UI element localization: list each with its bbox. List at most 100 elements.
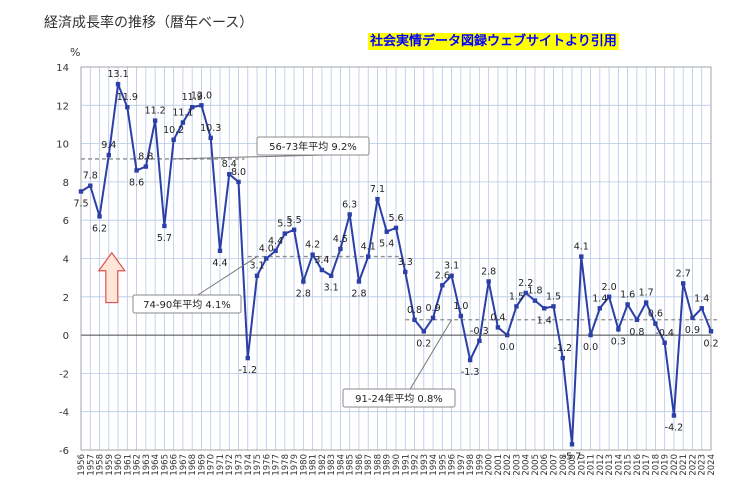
- data-label: 0.2: [703, 338, 718, 349]
- data-point: [504, 332, 510, 338]
- data-label: 0.9: [426, 303, 441, 314]
- data-label: 1.5: [546, 291, 561, 302]
- x-tick-label: 1980: [299, 454, 309, 476]
- x-tick-label: 2014: [614, 454, 624, 476]
- data-point: [458, 313, 464, 319]
- data-label: 2.7: [676, 268, 691, 279]
- data-label: 5.3: [277, 219, 292, 230]
- data-label: 0.4: [490, 312, 505, 323]
- data-label: 4.1: [574, 242, 589, 253]
- data-label: 11.9: [182, 92, 203, 103]
- x-tick-label: 2010: [577, 454, 587, 476]
- x-tick-label: 2000: [485, 454, 495, 476]
- data-point: [236, 179, 241, 185]
- data-label: 5.4: [379, 239, 394, 250]
- x-tick-label: 1968: [188, 454, 198, 476]
- data-label: 0.9: [685, 325, 700, 336]
- data-point: [625, 302, 630, 307]
- data-point: [430, 315, 436, 321]
- average-callout-box: [256, 136, 370, 156]
- x-tick-label: 2007: [550, 454, 560, 476]
- y-tick-label: 2: [63, 293, 69, 304]
- data-label: 3.4: [314, 255, 329, 266]
- average-callout-box: [132, 294, 242, 314]
- y-axis-unit: %: [70, 46, 81, 59]
- data-label: 8.4: [222, 159, 237, 170]
- data-point: [171, 137, 176, 142]
- x-tick-label: 1985: [346, 454, 356, 476]
- data-label: 4.5: [333, 234, 348, 245]
- x-tick-label: 1976: [262, 454, 272, 476]
- x-tick-label: 2023: [698, 454, 708, 476]
- x-tick-label: 1972: [225, 454, 235, 476]
- x-tick-label: 2003: [512, 454, 522, 476]
- callout-pointer: [409, 319, 453, 390]
- y-tick-label: 8: [63, 178, 69, 189]
- data-point: [227, 172, 232, 177]
- data-point: [653, 321, 658, 326]
- x-tick-label: 2004: [522, 454, 532, 476]
- data-point: [301, 279, 306, 284]
- data-label: 4.4: [212, 258, 227, 269]
- x-tick-label: 1963: [142, 454, 152, 476]
- data-point: [199, 103, 204, 108]
- data-label: 1.8: [527, 286, 542, 297]
- data-label: 2.0: [602, 282, 617, 293]
- data-label: -0.3: [470, 326, 489, 337]
- data-label: 11.1: [172, 108, 193, 119]
- data-point: [254, 273, 260, 278]
- x-tick-label: 1961: [123, 454, 133, 476]
- data-label: 0.8: [629, 327, 644, 338]
- data-label: 5.7: [157, 233, 172, 244]
- data-label: 13.1: [107, 69, 128, 80]
- data-point: [643, 300, 649, 305]
- data-point: [143, 164, 149, 169]
- x-tick-label: 1984: [336, 454, 346, 476]
- data-label: 4.2: [305, 240, 320, 251]
- data-point: [551, 304, 556, 309]
- data-point: [347, 212, 352, 217]
- data-label: -1.3: [461, 367, 480, 378]
- data-point: [162, 223, 167, 229]
- data-label: 3.3: [398, 257, 413, 268]
- data-label: 5.5: [287, 215, 302, 226]
- data-label: 1.6: [620, 289, 635, 300]
- data-label: 3.1: [444, 261, 459, 272]
- data-point: [310, 252, 315, 257]
- data-label: 1.5: [509, 291, 524, 302]
- data-point: [588, 332, 593, 338]
- x-tick-label: 1988: [373, 454, 383, 476]
- y-tick-label: 0: [63, 331, 69, 342]
- data-label: -1.2: [553, 343, 572, 354]
- y-tick-label: 14: [56, 63, 69, 74]
- x-tick-label: 1991: [401, 454, 411, 476]
- data-point: [579, 254, 584, 259]
- data-point: [78, 189, 84, 194]
- data-point: [134, 168, 139, 173]
- data-label: 2.2: [518, 278, 533, 289]
- x-tick-label: 1986: [355, 454, 365, 476]
- data-point: [245, 355, 250, 361]
- x-tick-label: 2022: [688, 454, 698, 476]
- x-tick-label: 1997: [457, 454, 467, 476]
- x-tick-label: 1998: [466, 454, 476, 476]
- data-point: [384, 229, 389, 234]
- data-label: -0.4: [655, 328, 674, 339]
- data-label: 2.8: [481, 266, 496, 277]
- x-tick-label: 1960: [114, 454, 124, 476]
- data-label: 5.6: [388, 213, 403, 224]
- data-point: [495, 325, 501, 330]
- x-tick-label: 1982: [318, 454, 328, 476]
- data-point: [328, 273, 334, 278]
- data-point: [152, 118, 158, 123]
- data-label: -1.2: [238, 365, 257, 376]
- data-point: [393, 225, 399, 231]
- data-point: [366, 254, 371, 259]
- data-label: 0.0: [500, 342, 515, 353]
- data-label: 10.3: [200, 123, 221, 134]
- data-point: [634, 317, 640, 322]
- average-callout-label: 56-73年平均 9.2%: [269, 140, 357, 153]
- data-label: 8.8: [138, 152, 153, 163]
- data-label: 4.4: [268, 236, 283, 247]
